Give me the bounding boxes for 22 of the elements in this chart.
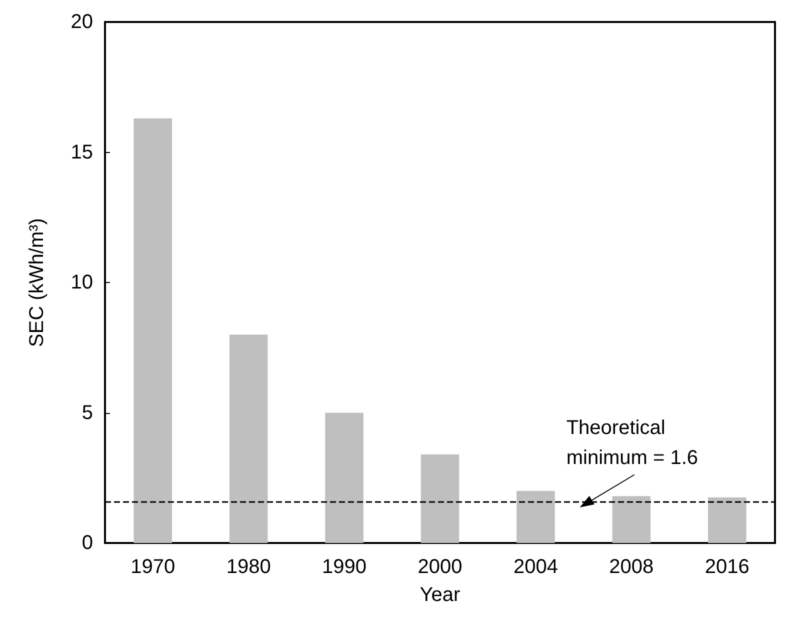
- y-tick-label: 20: [70, 11, 93, 33]
- x-axis-title: Year: [420, 584, 461, 606]
- y-tick-label: 0: [82, 532, 93, 554]
- x-tick-label: 1970: [130, 556, 176, 578]
- bar: [134, 118, 172, 543]
- bar: [325, 412, 364, 543]
- bar: [612, 496, 651, 543]
- ref-line-label: Theoretical minimum = 1.6: [566, 416, 698, 469]
- y-tick-label: 15: [70, 141, 93, 164]
- x-tick-label: 2016: [704, 556, 750, 578]
- y-axis-title: SEC (kWh/m³): [26, 218, 48, 347]
- bar: [516, 490, 555, 543]
- y-tick-label: 5: [82, 402, 93, 424]
- y-tick-label: 10: [70, 272, 93, 294]
- bar: [420, 454, 460, 543]
- x-tick-label: 2008: [609, 556, 654, 578]
- x-tick-label: 2000: [418, 556, 462, 578]
- bar: [229, 334, 268, 543]
- x-tick-label: 2004: [513, 556, 558, 578]
- x-tick-label: 1990: [322, 556, 367, 578]
- bar: [708, 497, 746, 543]
- x-tick-label: 1980: [226, 556, 271, 578]
